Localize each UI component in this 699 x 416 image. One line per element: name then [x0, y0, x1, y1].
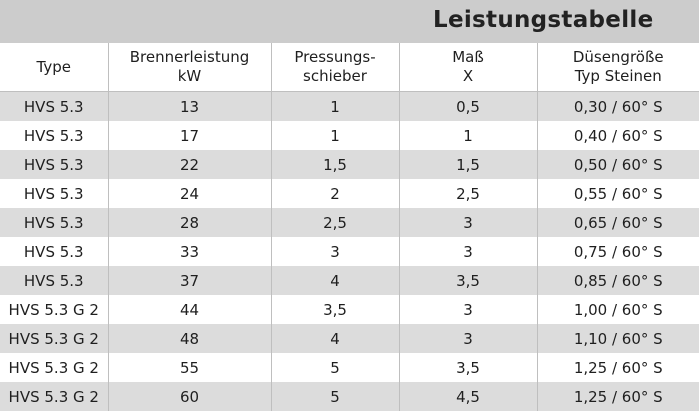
cell-type: HVS 5.3	[0, 150, 108, 179]
cell-burner-output: 44	[107, 295, 271, 324]
cell-nozzle-size: 0,55 / 60° S	[536, 179, 699, 208]
table-body: HVS 5.3 13 1 0,5 0,30 / 60° S HVS 5.3 17 1 1 0,40…	[0, 91, 699, 411]
cell-dimension-x: 3	[398, 295, 537, 324]
table-row: HVS 5.3 G 2 55 5 3,5 1,25 / 60° S	[0, 353, 699, 382]
header-nozzle-size-line1: Düsengröße	[572, 48, 664, 66]
cell-nozzle-size: 0,50 / 60° S	[536, 150, 699, 179]
cell-burner-output: 37	[107, 266, 271, 295]
header-dimension-x-line1: Maß	[452, 48, 484, 66]
header-nozzle-size-line2: Typ Steinen	[574, 67, 662, 85]
cell-dimension-x: 2,5	[398, 179, 537, 208]
cell-type: HVS 5.3	[0, 266, 108, 295]
header-row: Type Brennerleistung kW Pressungs- schie…	[0, 43, 699, 92]
cell-dimension-x: 3,5	[398, 266, 537, 295]
cell-dimension-x: 4,5	[398, 382, 537, 411]
cell-type: HVS 5.3 G 2	[0, 353, 108, 382]
header-burner-output-line1: Brennerleistung	[129, 48, 250, 66]
header-dimension-x-line2: X	[462, 67, 474, 85]
cell-type: HVS 5.3 G 2	[0, 324, 108, 353]
header-nozzle-size: Düsengröße Typ Steinen	[536, 43, 699, 92]
header-pressure-slide-line1: Pressungs-	[294, 48, 376, 66]
table-row: HVS 5.3 13 1 0,5 0,30 / 60° S	[0, 91, 699, 121]
cell-burner-output: 17	[107, 121, 271, 150]
table-title: Leistungstabelle	[433, 7, 654, 33]
cell-burner-output: 48	[107, 324, 271, 353]
table-row: HVS 5.3 28 2,5 3 0,65 / 60° S	[0, 208, 699, 237]
cell-pressure-slide: 5	[270, 353, 399, 382]
header-dimension-x: Maß X	[398, 43, 537, 92]
cell-pressure-slide: 1	[270, 121, 399, 150]
cell-type: HVS 5.3 G 2	[0, 382, 108, 411]
cell-dimension-x: 3	[398, 324, 537, 353]
cell-nozzle-size: 1,25 / 60° S	[536, 382, 699, 411]
cell-pressure-slide: 2,5	[270, 208, 399, 237]
cell-nozzle-size: 0,40 / 60° S	[536, 121, 699, 150]
cell-type: HVS 5.3	[0, 237, 108, 266]
cell-pressure-slide: 3,5	[270, 295, 399, 324]
cell-nozzle-size: 0,75 / 60° S	[536, 237, 699, 266]
cell-type: HVS 5.3	[0, 91, 108, 121]
header-type: Type	[0, 43, 108, 92]
cell-dimension-x: 3	[398, 237, 537, 266]
cell-burner-output: 28	[107, 208, 271, 237]
cell-burner-output: 24	[107, 179, 271, 208]
table-row: HVS 5.3 17 1 1 0,40 / 60° S	[0, 121, 699, 150]
cell-nozzle-size: 0,65 / 60° S	[536, 208, 699, 237]
cell-burner-output: 60	[107, 382, 271, 411]
cell-burner-output: 13	[107, 91, 271, 121]
table-row: HVS 5.3 37 4 3,5 0,85 / 60° S	[0, 266, 699, 295]
table-row: HVS 5.3 G 2 60 5 4,5 1,25 / 60° S	[0, 382, 699, 411]
performance-table: Type Brennerleistung kW Pressungs- schie…	[0, 43, 699, 411]
cell-dimension-x: 1,5	[398, 150, 537, 179]
cell-type: HVS 5.3	[0, 121, 108, 150]
cell-type: HVS 5.3	[0, 208, 108, 237]
cell-type: HVS 5.3 G 2	[0, 295, 108, 324]
table-row: HVS 5.3 33 3 3 0,75 / 60° S	[0, 237, 699, 266]
cell-pressure-slide: 5	[270, 382, 399, 411]
cell-pressure-slide: 4	[270, 266, 399, 295]
header-burner-output-line2: kW	[177, 67, 202, 85]
title-bar: Leistungstabelle	[0, 0, 699, 43]
cell-burner-output: 33	[107, 237, 271, 266]
cell-pressure-slide: 4	[270, 324, 399, 353]
table-row: HVS 5.3 24 2 2,5 0,55 / 60° S	[0, 179, 699, 208]
cell-pressure-slide: 3	[270, 237, 399, 266]
cell-burner-output: 22	[107, 150, 271, 179]
cell-pressure-slide: 2	[270, 179, 399, 208]
cell-nozzle-size: 0,85 / 60° S	[536, 266, 699, 295]
header-burner-output: Brennerleistung kW	[107, 43, 271, 92]
table-row: HVS 5.3 G 2 48 4 3 1,10 / 60° S	[0, 324, 699, 353]
table-header: Type Brennerleistung kW Pressungs- schie…	[0, 43, 699, 92]
cell-dimension-x: 3,5	[398, 353, 537, 382]
cell-nozzle-size: 0,30 / 60° S	[536, 91, 699, 121]
header-pressure-slide-line2: schieber	[303, 67, 367, 85]
header-pressure-slide: Pressungs- schieber	[270, 43, 399, 92]
cell-nozzle-size: 1,10 / 60° S	[536, 324, 699, 353]
cell-pressure-slide: 1,5	[270, 150, 399, 179]
cell-dimension-x: 1	[398, 121, 537, 150]
cell-burner-output: 55	[107, 353, 271, 382]
table-row: HVS 5.3 G 2 44 3,5 3 1,00 / 60° S	[0, 295, 699, 324]
cell-type: HVS 5.3	[0, 179, 108, 208]
header-type-line1: Type	[36, 57, 71, 76]
cell-dimension-x: 3	[398, 208, 537, 237]
cell-nozzle-size: 1,25 / 60° S	[536, 353, 699, 382]
cell-pressure-slide: 1	[270, 91, 399, 121]
cell-nozzle-size: 1,00 / 60° S	[536, 295, 699, 324]
cell-dimension-x: 0,5	[398, 91, 537, 121]
table-row: HVS 5.3 22 1,5 1,5 0,50 / 60° S	[0, 150, 699, 179]
